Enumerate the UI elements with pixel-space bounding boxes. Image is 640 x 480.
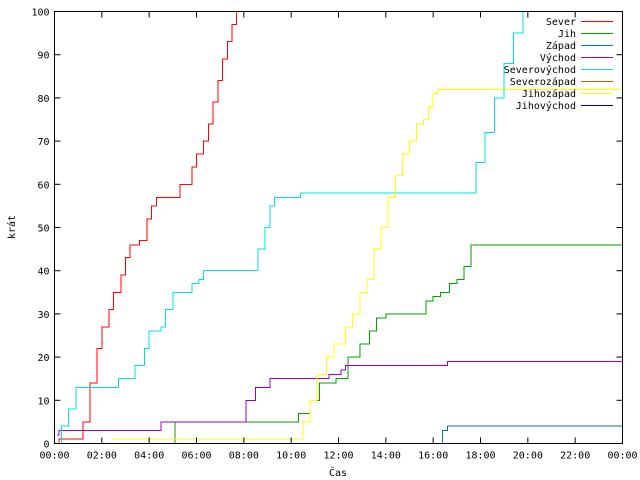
x-tick-label: 14:00 (371, 451, 401, 462)
y-axis-label: krát (6, 215, 18, 239)
y-tick-label: 90 (37, 51, 49, 62)
x-tick-label: 06:00 (181, 451, 211, 462)
series-line-4 (56, 11, 524, 444)
x-tick-label: 16:00 (418, 451, 448, 462)
x-tick-label: 00:00 (39, 451, 69, 462)
y-tick-label: 20 (37, 353, 49, 364)
y-tick-label: 30 (37, 310, 49, 321)
legend-label: Jihovýchod (516, 100, 576, 112)
x-tick-label: 22:00 (560, 451, 590, 462)
legend-label: Jihozápad (522, 88, 576, 100)
legend-label: Jih (558, 29, 576, 40)
series-line-1 (172, 244, 623, 444)
x-tick-label: 08:00 (229, 451, 259, 462)
x-axis-label: Čas (329, 466, 347, 479)
series-line-6 (111, 88, 623, 440)
x-tick-label: 20:00 (513, 451, 543, 462)
y-tick-label: 60 (37, 180, 49, 191)
x-tick-label: 00:00 (607, 451, 637, 462)
legend-label: Západ (546, 40, 576, 52)
x-tick-label: 02:00 (87, 451, 117, 462)
legend: SeverJihZápadVýchodSeverovýchodSeverozáp… (504, 17, 613, 112)
y-tick-label: 100 (31, 8, 49, 19)
x-tick-label: 10:00 (276, 451, 306, 462)
legend-label: Severovýchod (504, 64, 576, 76)
series-line-2 (437, 425, 623, 444)
y-tick-label: 0 (43, 440, 49, 451)
y-tick-label: 50 (37, 224, 49, 235)
legend-label: Severozápad (510, 76, 576, 88)
y-tick-label: 70 (37, 137, 49, 148)
series-line-0 (56, 11, 238, 444)
y-tick-label: 10 (37, 396, 49, 407)
x-tick-label: 12:00 (323, 451, 353, 462)
legend-label: Východ (540, 52, 576, 64)
y-tick-label: 80 (37, 94, 49, 105)
x-tick-label: 18:00 (465, 451, 495, 462)
series-line-3 (56, 360, 623, 436)
x-tick-label: 04:00 (134, 451, 164, 462)
y-tick-label: 40 (37, 267, 49, 278)
legend-label: Sever (546, 17, 576, 28)
ticks-layer: 0 10 20 30 40 50 60 70 80 90 100 00:00 02:00 04:00 06:… (31, 8, 637, 462)
